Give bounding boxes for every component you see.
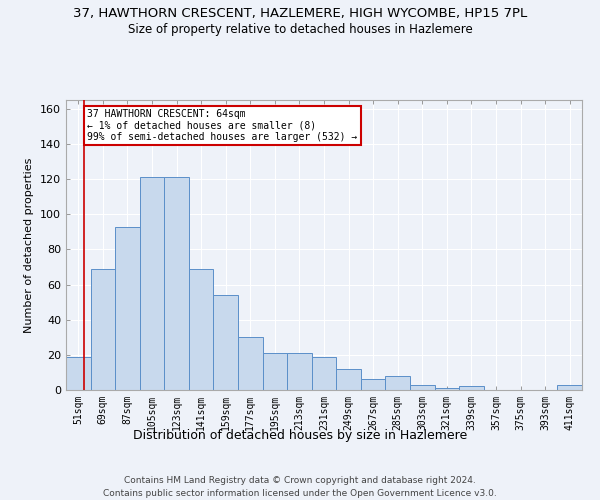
Bar [557,384,582,390]
Bar [410,384,434,390]
Bar [214,295,238,390]
Text: Contains HM Land Registry data © Crown copyright and database right 2024.
Contai: Contains HM Land Registry data © Crown c… [103,476,497,498]
Bar [66,356,91,390]
Text: Distribution of detached houses by size in Hazlemere: Distribution of detached houses by size … [133,428,467,442]
Bar [434,388,459,390]
Bar [140,178,164,390]
Bar [115,226,140,390]
Bar [459,386,484,390]
Bar [385,376,410,390]
Bar [263,353,287,390]
Bar [238,338,263,390]
Bar [312,356,336,390]
Y-axis label: Number of detached properties: Number of detached properties [25,158,34,332]
Text: 37, HAWTHORN CRESCENT, HAZLEMERE, HIGH WYCOMBE, HP15 7PL: 37, HAWTHORN CRESCENT, HAZLEMERE, HIGH W… [73,8,527,20]
Text: 37 HAWTHORN CRESCENT: 64sqm
← 1% of detached houses are smaller (8)
99% of semi-: 37 HAWTHORN CRESCENT: 64sqm ← 1% of deta… [88,109,358,142]
Bar [287,353,312,390]
Bar [164,178,189,390]
Bar [361,380,385,390]
Bar [336,369,361,390]
Bar [189,268,214,390]
Bar [91,268,115,390]
Text: Size of property relative to detached houses in Hazlemere: Size of property relative to detached ho… [128,22,472,36]
